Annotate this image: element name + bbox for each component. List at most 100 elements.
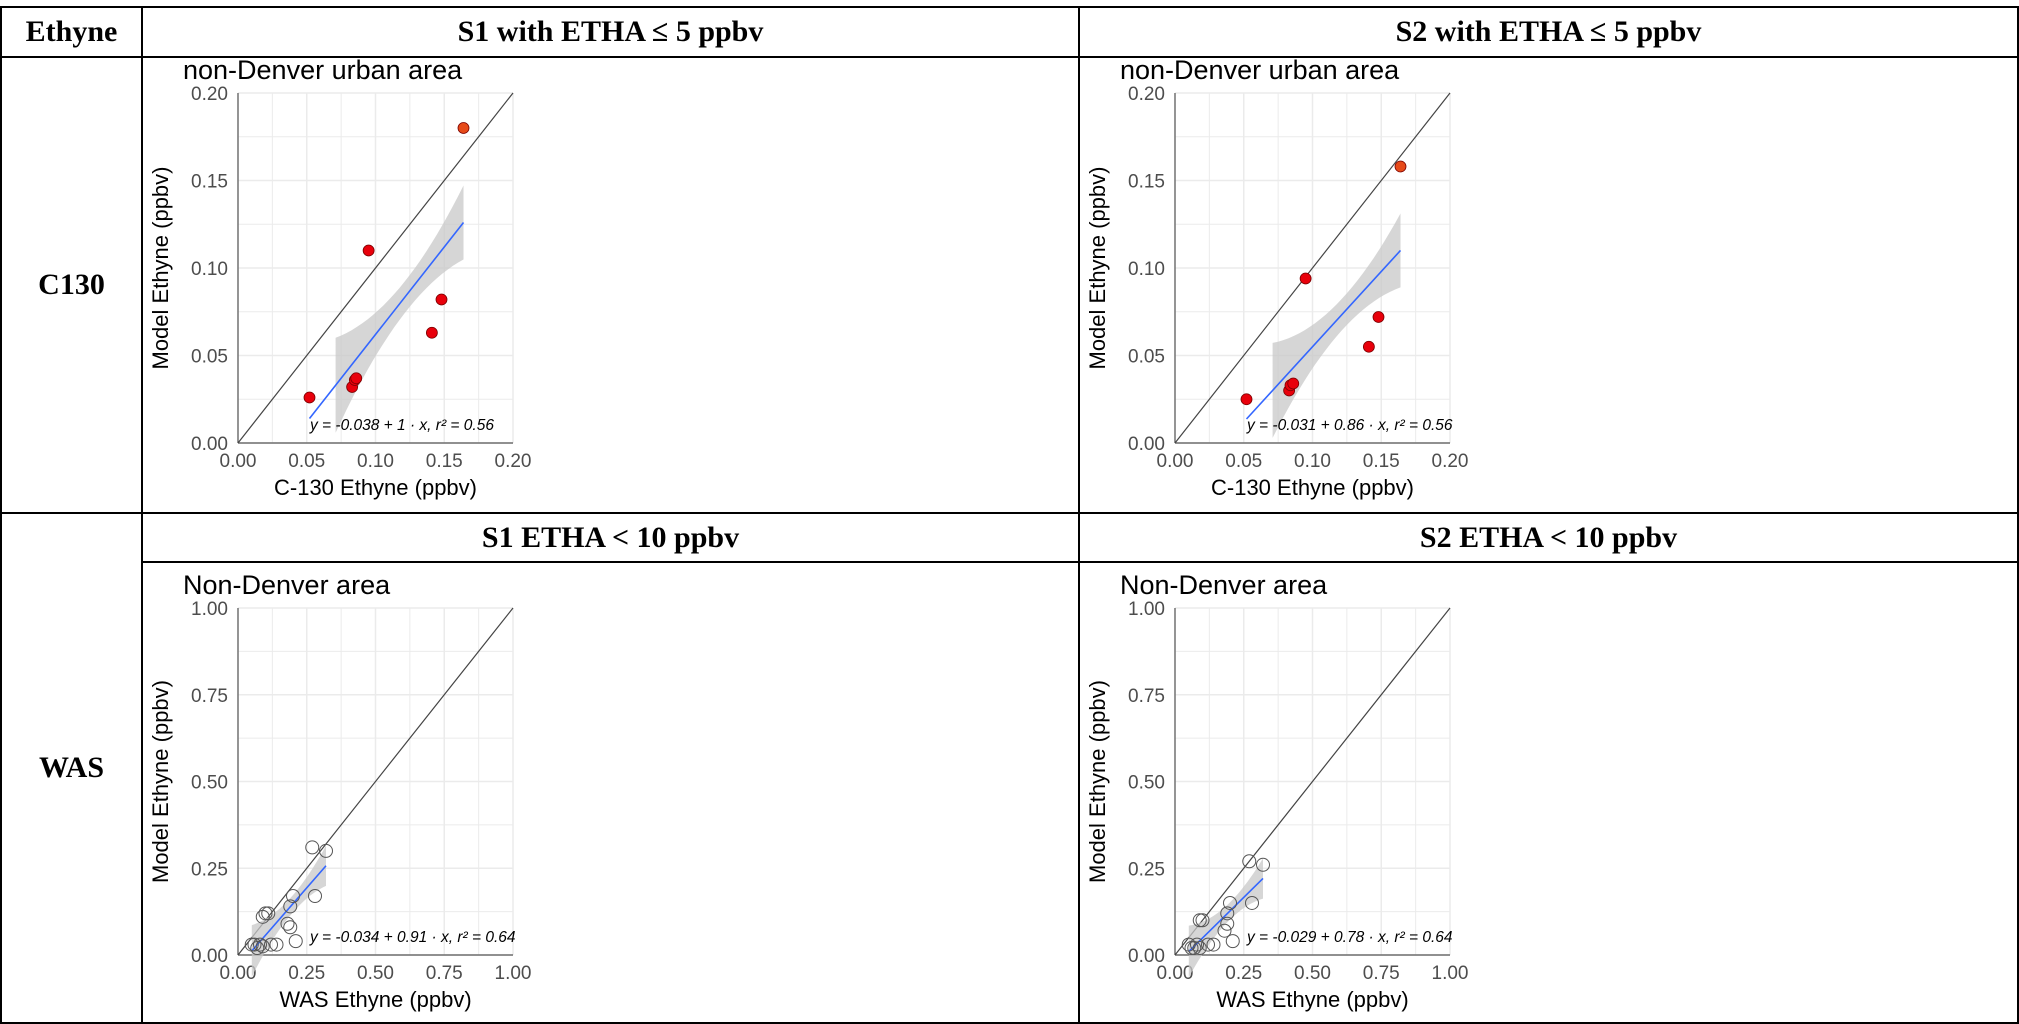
y-tick-label: 0.75 — [191, 686, 228, 707]
data-point — [283, 920, 298, 935]
data-point — [435, 293, 448, 306]
x-tick-label: 0.25 — [288, 963, 325, 984]
x-tick-label: 0.05 — [288, 451, 325, 472]
row-label-c130: C130 — [38, 268, 105, 301]
data-point — [1217, 923, 1232, 938]
data-point — [1299, 272, 1312, 285]
header-s1-top: S1 with ETHA ≤ 5 ppbv — [457, 15, 764, 48]
table-border-left — [0, 6, 2, 1024]
x-tick-label: 0.00 — [220, 963, 257, 984]
regression-line — [251, 865, 327, 952]
y-tick-label: 0.00 — [191, 434, 228, 455]
scatter-plot-was-s1: Non-Denver area 0.00 0.25 0.50 0.75 1.00 0.00 0… — [148, 570, 532, 1012]
regression-line — [308, 222, 465, 419]
table-border-top — [0, 6, 2019, 8]
y-tick-label: 1.00 — [191, 599, 228, 620]
y-tick-label: 0.75 — [1128, 686, 1165, 707]
data-point — [258, 906, 273, 921]
regression-equation: y = -0.034 + 0.91 · x, r² = 0.64 — [309, 929, 516, 946]
data-point — [1220, 906, 1235, 921]
y-tick-label: 0.20 — [1128, 84, 1165, 105]
table-rule-row-divider — [0, 512, 2019, 514]
data-point — [1220, 916, 1235, 931]
y-tick-label: 0.15 — [1128, 172, 1165, 193]
data-point — [303, 391, 316, 404]
data-point — [425, 326, 438, 339]
x-tick-label: 0.10 — [357, 451, 394, 472]
x-tick-label: 0.05 — [1225, 451, 1262, 472]
y-axis-label: Model Ethyne (ppbv) — [1085, 167, 1110, 370]
data-point — [457, 122, 470, 134]
data-point — [255, 939, 270, 954]
data-point — [283, 899, 298, 914]
scatter-plot-c130-s1: non-Denver urban area 0.00 0.05 0.10 0.15 0.2… — [148, 55, 532, 500]
plot-title: Non-Denver area — [1120, 570, 1328, 600]
data-point — [1362, 340, 1375, 353]
data-point — [319, 843, 333, 858]
data-point — [1195, 913, 1210, 928]
identity-line — [1174, 92, 1451, 444]
x-tick-label: 1.00 — [495, 963, 532, 984]
y-tick-label: 0.25 — [1128, 859, 1165, 880]
data-point — [247, 937, 262, 952]
data-point — [1287, 377, 1300, 390]
x-tick-label: 0.25 — [1225, 963, 1262, 984]
regression-line — [1245, 249, 1402, 420]
data-point — [1242, 854, 1257, 869]
row-label-was: WAS — [38, 751, 105, 784]
data-point — [253, 937, 267, 952]
y-tick-label: 0.50 — [1128, 773, 1165, 794]
data-point — [1201, 937, 1215, 952]
x-tick-label: 0.50 — [1294, 963, 1331, 984]
data-point — [1240, 393, 1253, 406]
y-tick-label: 0.00 — [1128, 434, 1165, 455]
x-tick-label: 0.15 — [426, 451, 463, 472]
x-tick-label: 0.10 — [1294, 451, 1331, 472]
plot-title: non-Denver urban area — [1120, 55, 1400, 85]
data-point — [305, 840, 320, 855]
y-axis-label: Model Ethyne (ppbv) — [148, 680, 173, 883]
data-point — [250, 941, 265, 956]
x-axis-label: WAS Ethyne (ppbv) — [1216, 987, 1408, 1012]
y-axis-label: Model Ethyne (ppbv) — [148, 167, 173, 370]
y-tick-label: 0.00 — [191, 946, 228, 967]
plot-title: non-Denver urban area — [183, 55, 463, 85]
x-tick-label: 0.00 — [1157, 451, 1194, 472]
confidence-band — [251, 845, 326, 977]
table-rule-header1 — [0, 56, 2019, 58]
data-point — [1394, 160, 1407, 173]
data-point — [1225, 934, 1240, 949]
data-point — [280, 916, 295, 931]
data-point — [1206, 937, 1221, 952]
header-s2-top: S2 with ETHA ≤ 5 ppbv — [1395, 15, 1702, 48]
x-axis-label: WAS Ethyne (ppbv) — [279, 987, 471, 1012]
x-tick-label: 0.20 — [495, 451, 532, 472]
x-tick-label: 0.20 — [1432, 451, 1469, 472]
x-tick-label: 0.15 — [1363, 451, 1400, 472]
identity-line — [237, 92, 514, 444]
regression-equation: y = -0.029 + 0.78 · x, r² = 0.64 — [1246, 929, 1453, 946]
table-col-divider-1 — [141, 6, 143, 1024]
confidence-band — [335, 185, 464, 433]
scatter-plot-c130-s2: non-Denver urban area 0.00 0.05 0.10 0.15 0.2… — [1085, 55, 1469, 500]
regression-equation: y = -0.031 + 0.86 · x, r² = 0.56 — [1246, 417, 1453, 434]
regression-equation: y = -0.038 + 1 · x, r² = 0.56 — [309, 417, 494, 434]
header-s1-bottom: S1 ETHA < 10 ppbv — [481, 520, 740, 554]
x-axis-label: C-130 Ethyne (ppbv) — [1211, 475, 1414, 500]
y-tick-label: 0.20 — [191, 84, 228, 105]
table-border-right — [2017, 6, 2019, 1024]
data-point — [288, 934, 303, 949]
y-tick-label: 0.10 — [191, 259, 228, 280]
data-point — [1187, 941, 1202, 956]
x-tick-label: 0.50 — [357, 963, 394, 984]
x-tick-label: 0.00 — [220, 451, 257, 472]
y-tick-label: 0.25 — [191, 859, 228, 880]
table-border-bottom — [0, 1022, 2019, 1024]
data-point — [308, 889, 322, 904]
data-point — [1245, 895, 1259, 910]
data-point — [1372, 311, 1385, 323]
table-col-divider-2 — [1078, 6, 1080, 1024]
data-point — [1223, 895, 1237, 910]
data-point — [264, 937, 278, 952]
x-axis-label: C-130 Ethyne (ppbv) — [274, 475, 477, 500]
